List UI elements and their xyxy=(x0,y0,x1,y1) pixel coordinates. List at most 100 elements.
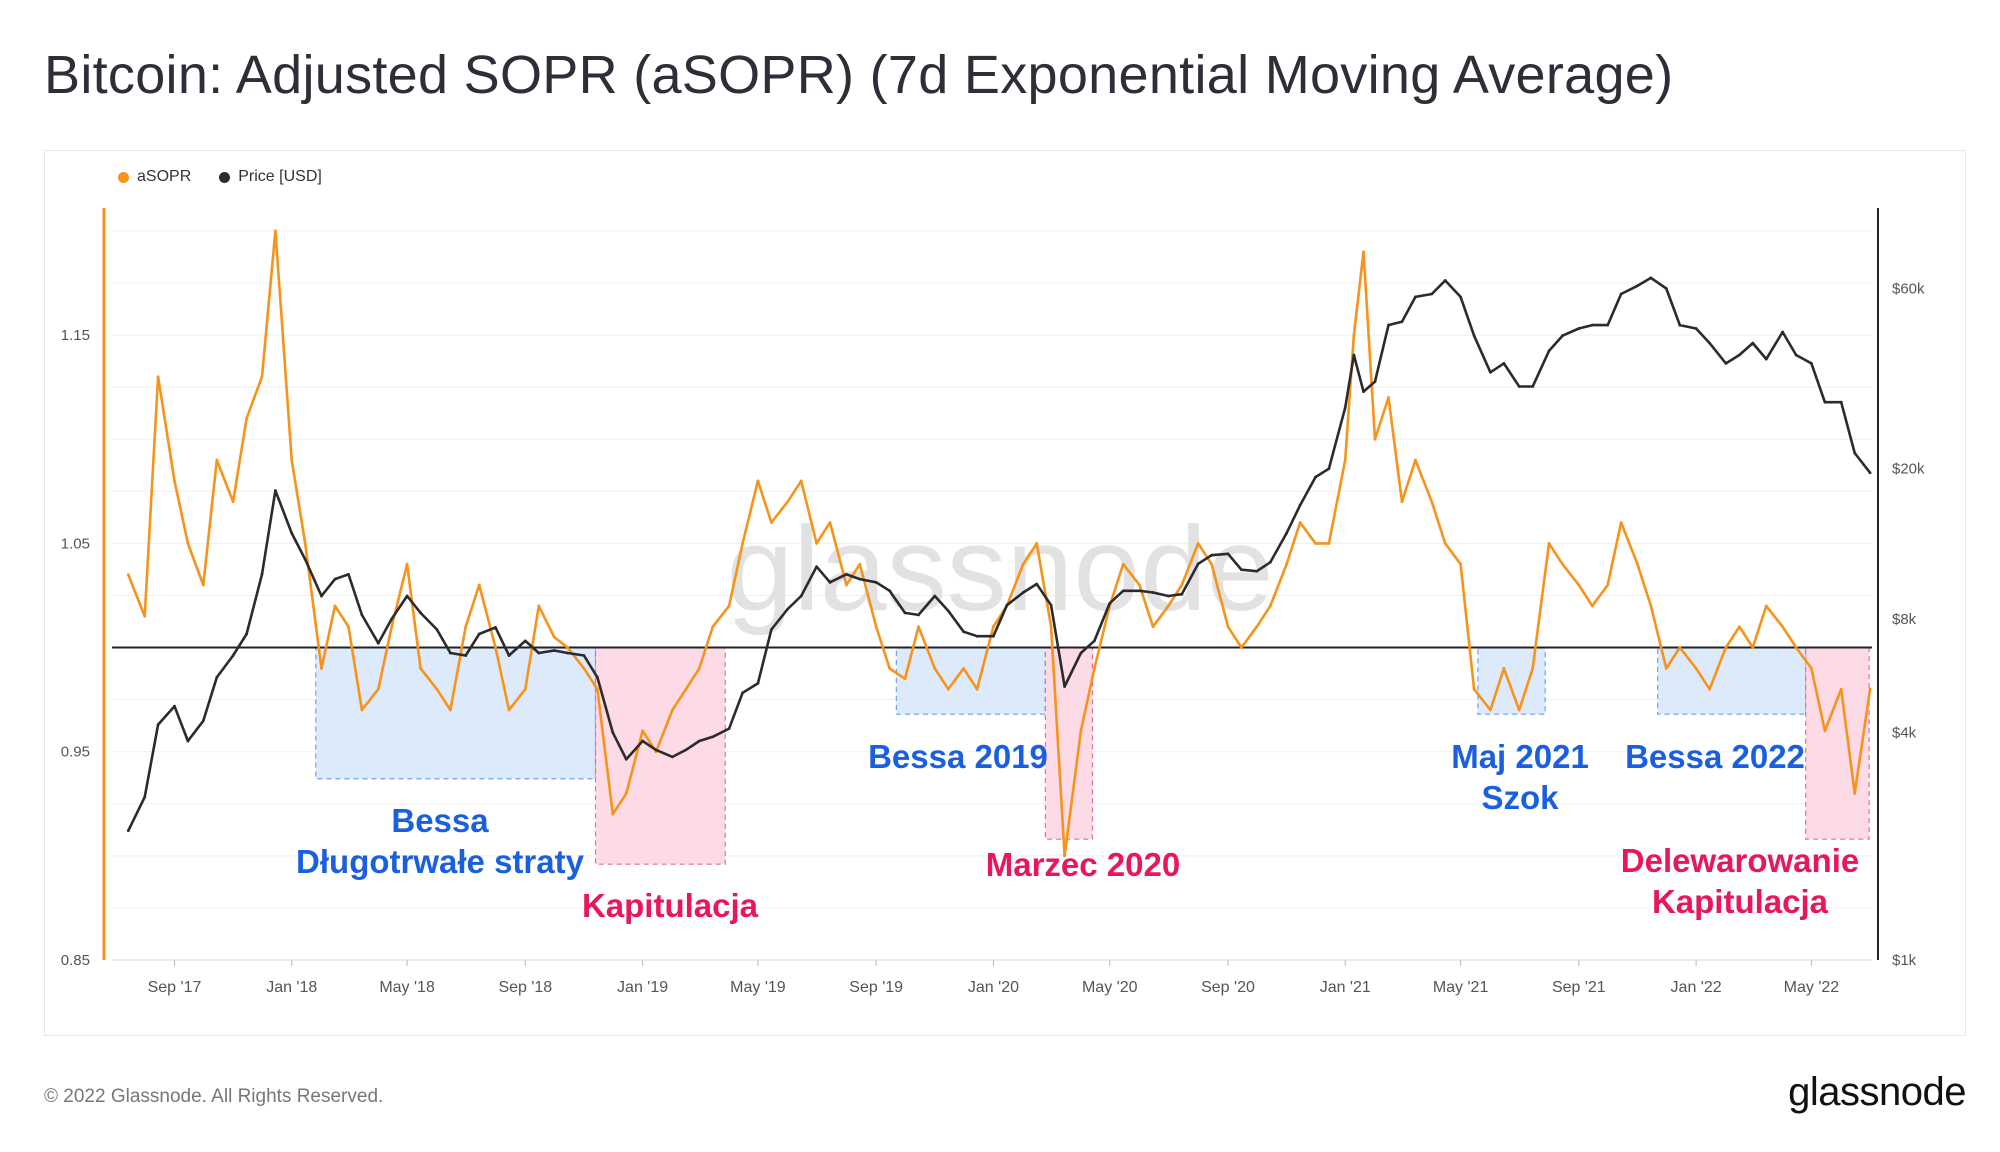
price-point xyxy=(1268,560,1272,564)
y-left-tick-label: 0.85 xyxy=(61,952,90,969)
annotation-label-line: Bessa 2022 xyxy=(1625,738,1805,775)
asopr-point xyxy=(1314,541,1317,545)
annotation-zone-1 xyxy=(594,646,726,865)
legend-item-asopr[interactable]: aSOPR xyxy=(118,168,191,186)
price-point xyxy=(419,611,422,615)
price-point xyxy=(828,580,832,584)
y-right-tick-label: $20k xyxy=(1892,461,1925,478)
price-point xyxy=(1868,471,1872,475)
asopr-point xyxy=(1459,562,1462,566)
x-tick-label: May '19 xyxy=(730,979,786,996)
price-point xyxy=(1517,385,1521,388)
price-point xyxy=(464,654,468,657)
asopr-point xyxy=(347,625,350,629)
price-point xyxy=(566,651,570,655)
asopr-point xyxy=(143,614,147,618)
price-point xyxy=(641,739,644,743)
price-point xyxy=(1343,406,1347,410)
asopr-point xyxy=(844,583,848,587)
price-point xyxy=(1853,451,1857,455)
price-point xyxy=(769,628,773,631)
asopr-point xyxy=(1694,666,1698,670)
asopr-point xyxy=(1285,562,1289,566)
price-point xyxy=(1488,370,1492,374)
asopr-point xyxy=(1362,250,1365,254)
asopr-point xyxy=(888,666,892,670)
x-tick-label: Sep '21 xyxy=(1552,979,1606,996)
price-point xyxy=(215,676,219,679)
asopr-point xyxy=(245,416,248,420)
asopr-point xyxy=(624,791,628,795)
asopr-point xyxy=(507,708,511,712)
asopr-point xyxy=(126,573,130,577)
asopr-point xyxy=(1636,562,1639,566)
price-point xyxy=(1459,295,1462,299)
asopr-point xyxy=(1049,625,1053,629)
asopr-point xyxy=(405,562,409,566)
price-point xyxy=(1443,279,1447,282)
price-point xyxy=(537,651,541,655)
price-point xyxy=(1694,327,1698,330)
asopr-point xyxy=(1577,583,1581,587)
asopr-point xyxy=(828,521,832,524)
price-point xyxy=(799,594,803,598)
price-point xyxy=(126,829,130,833)
asopr-point xyxy=(903,677,907,681)
price-point xyxy=(624,757,628,761)
legend-asopr-label: aSOPR xyxy=(137,168,192,185)
price-point xyxy=(1810,361,1813,365)
y-left-tick-label: 1.15 xyxy=(61,327,90,344)
asopr-point xyxy=(1853,791,1857,795)
price-point xyxy=(1226,552,1230,556)
price-point xyxy=(231,654,235,657)
price-series xyxy=(126,276,1872,833)
asopr-point xyxy=(815,541,818,545)
price-point xyxy=(1400,320,1404,324)
asopr-point xyxy=(1298,521,1302,524)
asopr-point xyxy=(1606,583,1610,587)
asopr-point xyxy=(494,646,497,649)
price-point xyxy=(1472,334,1476,338)
price-point xyxy=(670,755,674,759)
annotation-label-4: Maj 2021 Szok xyxy=(1451,738,1589,816)
price-point xyxy=(1502,361,1506,365)
asopr-point xyxy=(360,708,364,712)
asopr-point xyxy=(1868,687,1872,691)
price-point xyxy=(1561,334,1564,338)
price-point xyxy=(1678,323,1682,327)
asopr-point xyxy=(1414,458,1417,462)
asopr-point xyxy=(1387,396,1390,399)
price-point xyxy=(143,795,147,799)
legend-price-label: Price [USD] xyxy=(238,168,322,185)
asopr-point xyxy=(933,666,937,670)
price-point xyxy=(1240,568,1243,572)
asopr-point xyxy=(1196,541,1200,545)
price-point xyxy=(494,625,497,629)
asopr-point xyxy=(1678,646,1682,649)
asopr-point xyxy=(1751,646,1755,649)
asopr-point xyxy=(992,625,995,629)
chart-legend: aSOPR Price [USD] xyxy=(118,168,322,186)
asopr-point xyxy=(566,646,570,649)
price-point xyxy=(1387,323,1390,327)
x-tick-label: Jan '19 xyxy=(617,979,668,996)
price-point xyxy=(1092,639,1096,643)
asopr-point xyxy=(320,666,323,670)
asopr-point xyxy=(1781,625,1785,629)
price-point xyxy=(596,676,599,679)
x-tick-label: May '20 xyxy=(1082,979,1138,996)
asopr-point xyxy=(274,229,277,233)
asopr-point xyxy=(1443,541,1447,545)
x-tick-label: Sep '17 xyxy=(148,979,202,996)
legend-item-price[interactable]: Price [USD] xyxy=(219,168,322,186)
asopr-point xyxy=(962,666,966,670)
asopr-point xyxy=(435,687,439,691)
annotation-label-line: Maj 2021 xyxy=(1451,738,1589,775)
annotation-label-line: Delewarowanie xyxy=(1621,842,1859,879)
asopr-point xyxy=(1151,625,1155,629)
price-point xyxy=(1373,380,1377,384)
asopr-point xyxy=(582,666,586,670)
y-right-tick-label: $1k xyxy=(1892,952,1917,969)
asopr-point xyxy=(1180,583,1184,587)
asopr-point xyxy=(173,479,176,483)
